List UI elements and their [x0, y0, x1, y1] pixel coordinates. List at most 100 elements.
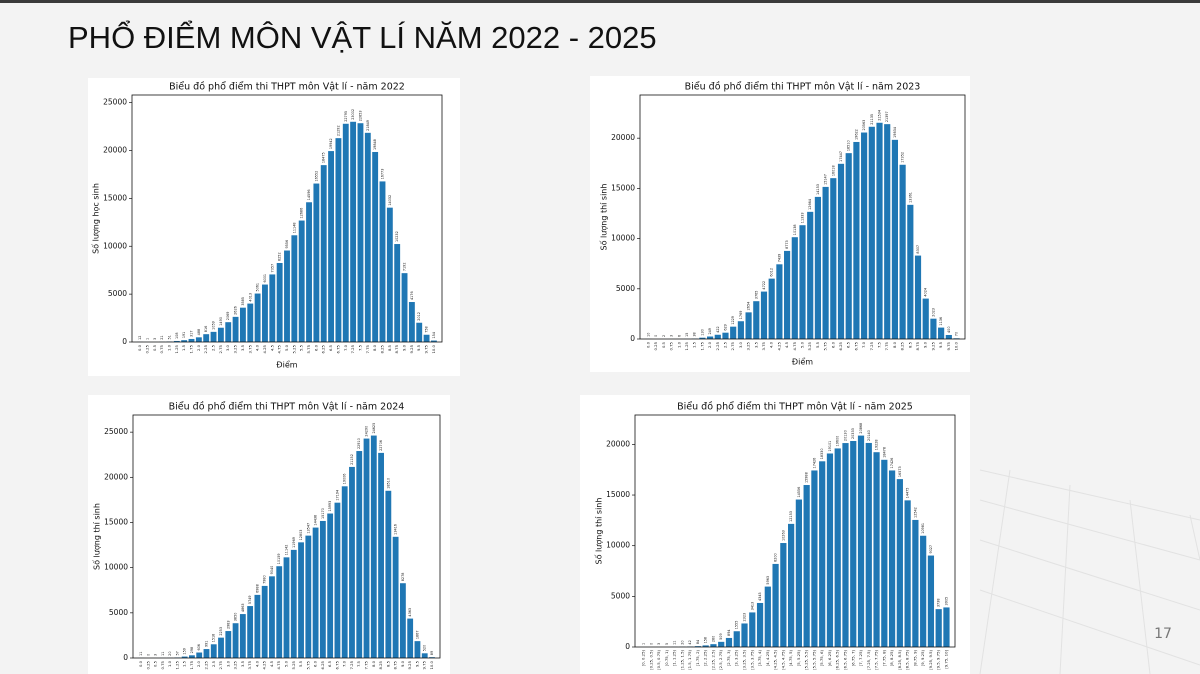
- bar: [254, 594, 261, 658]
- x-tick-label: 9.25: [407, 660, 412, 669]
- bar: [803, 485, 810, 647]
- data-label: 18510: [386, 478, 390, 489]
- x-tick-label: 5.5: [815, 341, 820, 348]
- bar: [845, 153, 852, 339]
- bar: [386, 207, 393, 342]
- x-tick-label: 4.0: [769, 341, 774, 348]
- x-tick-label: 0.75: [669, 341, 674, 350]
- bar: [722, 332, 729, 339]
- data-label: 1769: [739, 311, 743, 320]
- data-label: 1059: [212, 321, 216, 330]
- x-tick-label: [8, 8.25): [889, 649, 894, 666]
- bar: [210, 644, 217, 658]
- x-tick-label: 4.75: [277, 344, 282, 353]
- x-tick-label: 2.75: [218, 344, 223, 353]
- bar: [768, 278, 775, 339]
- x-tick-label: 3.25: [233, 660, 238, 669]
- x-tick-label: 7.75: [884, 341, 889, 350]
- data-label: 11142: [285, 545, 289, 556]
- bar: [899, 164, 906, 339]
- x-tick-label: 7.25: [349, 660, 354, 669]
- bar: [203, 649, 210, 658]
- bar: [822, 186, 829, 339]
- bar: [753, 301, 760, 339]
- data-label: 19622: [854, 129, 858, 140]
- data-label: 14032: [388, 195, 392, 206]
- bar: [349, 466, 355, 658]
- data-label: 19006: [343, 474, 347, 485]
- data-label: 11969: [292, 537, 296, 548]
- y-tick-label: 20000: [611, 133, 635, 142]
- y-tick-label: 0: [625, 642, 630, 651]
- bar: [853, 141, 860, 339]
- x-tick-label: 8.5: [385, 660, 390, 667]
- y-tick-label: 5000: [611, 591, 630, 600]
- data-label: 894: [727, 629, 731, 635]
- x-tick-label: 7.5: [356, 660, 361, 667]
- x-tick-label: 4.5: [269, 344, 274, 351]
- data-label: 5061: [256, 283, 260, 292]
- y-tick-label: 10000: [103, 241, 127, 250]
- data-label: 3765: [754, 291, 758, 300]
- data-label: 5: [665, 643, 669, 645]
- bar: [262, 284, 268, 342]
- bar: [350, 121, 357, 343]
- data-label: 108: [175, 332, 179, 338]
- y-tick-label: 10000: [606, 541, 630, 550]
- bar: [319, 520, 326, 658]
- plot-frame: [634, 414, 956, 648]
- bar: [416, 322, 423, 342]
- x-axis-label: Điểm: [792, 357, 813, 367]
- bar: [733, 631, 740, 647]
- bar: [290, 549, 297, 658]
- x-tick-label: 3.75: [247, 344, 252, 353]
- data-label: 12803: [299, 530, 303, 541]
- x-tick-label: 8.5: [387, 344, 392, 351]
- data-label: 422: [716, 326, 720, 332]
- data-label: 317: [190, 330, 194, 336]
- x-tick-label: 3.0: [738, 341, 743, 348]
- x-tick-label: 6.5: [846, 341, 851, 348]
- x-tick-label: [6.5, 6.75): [842, 649, 847, 669]
- x-tick-label: 9.25: [409, 344, 414, 353]
- data-label: 9040: [270, 566, 274, 575]
- x-tick-label: 2.25: [715, 341, 720, 350]
- x-tick-label: 1.0: [167, 660, 172, 667]
- bar: [306, 202, 312, 342]
- x-tick-label: [1.75, 2): [695, 649, 700, 666]
- y-axis-label: Số lượng thí sinh: [594, 498, 604, 565]
- bar: [408, 302, 415, 342]
- data-label: 17194: [335, 490, 339, 501]
- bar: [764, 586, 771, 647]
- bar: [850, 441, 857, 647]
- bar: [181, 340, 188, 342]
- data-label: 249: [708, 328, 712, 334]
- data-label: 22853: [358, 110, 362, 121]
- x-tick-label: 3.75: [761, 341, 766, 350]
- x-tick-label: [7.75, 8): [881, 649, 886, 666]
- data-label: 21292: [336, 125, 340, 136]
- y-tick-label: 0: [630, 334, 635, 343]
- x-tick-label: [2, 2.25): [703, 649, 708, 666]
- bar: [834, 448, 841, 647]
- data-label: 14596: [307, 189, 311, 200]
- bar: [826, 453, 834, 647]
- x-tick-label: 2.5: [722, 341, 727, 348]
- x-tick-label: 6.25: [321, 344, 326, 353]
- data-label: 22706: [379, 440, 383, 451]
- data-label: 154: [432, 332, 436, 338]
- data-label: 488: [197, 329, 201, 335]
- data-label: 7057: [270, 264, 274, 273]
- data-label: 159: [183, 648, 187, 654]
- x-tick-label: 8.0: [892, 341, 897, 348]
- bar: [714, 334, 721, 339]
- bar: [269, 576, 275, 658]
- x-tick-label: 6.75: [853, 341, 858, 350]
- data-label: 1: [642, 643, 646, 645]
- data-label: 20333: [851, 428, 855, 439]
- y-tick-label: 10000: [611, 234, 635, 243]
- data-label: 17426: [890, 458, 894, 469]
- x-tick-label: 0.5: [152, 344, 157, 351]
- x-tick-label: 4.75: [792, 341, 797, 350]
- chart-title: Biểu đồ phổ điểm thi THPT môn Vật lí - n…: [169, 402, 405, 413]
